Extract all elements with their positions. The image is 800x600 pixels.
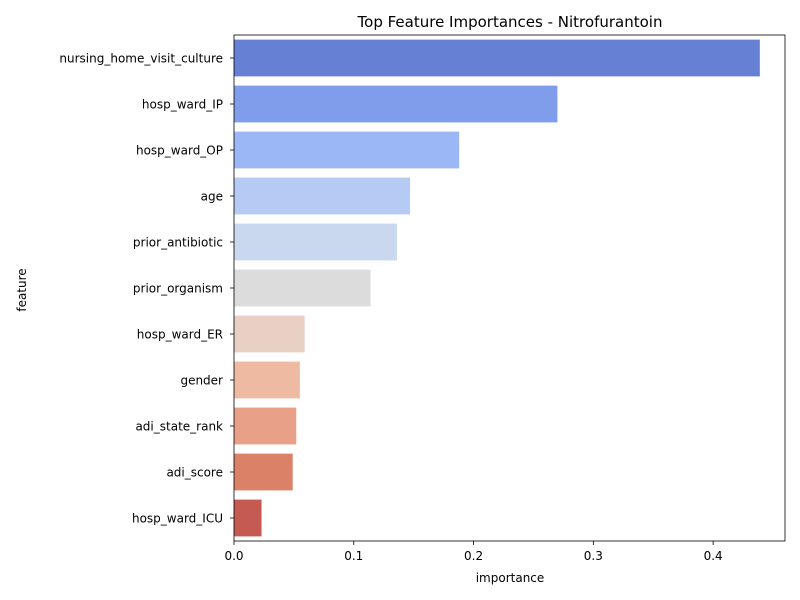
y-tick-label: age: [201, 190, 223, 204]
x-tick-label: 0.2: [464, 549, 483, 563]
bar-hosp-ward-OP: [234, 131, 460, 169]
bar-age: [234, 177, 411, 215]
y-tick-label: adi_state_rank: [135, 420, 223, 434]
y-tick-label: hosp_ward_IP: [142, 98, 223, 112]
bar-prior-antibiotic: [234, 223, 397, 261]
y-tick-label: prior_organism: [133, 282, 223, 296]
y-tick-label: hosp_ward_ER: [137, 328, 223, 342]
x-tick-label: 0.3: [584, 549, 603, 563]
y-axis-label: feature: [15, 268, 29, 311]
chart-title: Top Feature Importances - Nitrofurantoin: [357, 13, 663, 31]
bar-hosp-ward-IP: [234, 85, 558, 123]
y-tick-label: hosp_ward_OP: [136, 144, 223, 158]
x-ticks: 0.0 0.1 0.2 0.3 0.4: [224, 541, 723, 563]
bar-adi-score: [234, 453, 293, 491]
bar-hosp-ward-ER: [234, 315, 305, 353]
y-tick-labels: nursing_home_visit_culture hosp_ward_IPho…: [59, 52, 234, 526]
axes-frame: [233, 34, 786, 542]
x-tick-label: 0.1: [344, 549, 363, 563]
bars-group: [234, 39, 760, 537]
y-tick-label: prior_antibiotic: [133, 236, 223, 250]
y-tick-label: nursing_home_visit_culture: [59, 52, 223, 66]
x-tick-label: 0.4: [704, 549, 723, 563]
bar-gender: [234, 361, 300, 399]
y-tick-label: hosp_ward_ICU: [132, 512, 223, 526]
bar-hosp-ward-ICU: [234, 499, 262, 537]
y-tick-label: gender: [180, 374, 223, 388]
plot-frame: [233, 34, 786, 542]
bar-nursing-home-visit-culture: [234, 39, 760, 77]
bar-adi-state-rank: [234, 407, 297, 445]
y-tick-label: adi_score: [166, 466, 223, 480]
x-tick-label: 0.0: [224, 549, 243, 563]
x-axis-label: importance: [476, 571, 545, 585]
bar-prior-organism: [234, 269, 371, 307]
